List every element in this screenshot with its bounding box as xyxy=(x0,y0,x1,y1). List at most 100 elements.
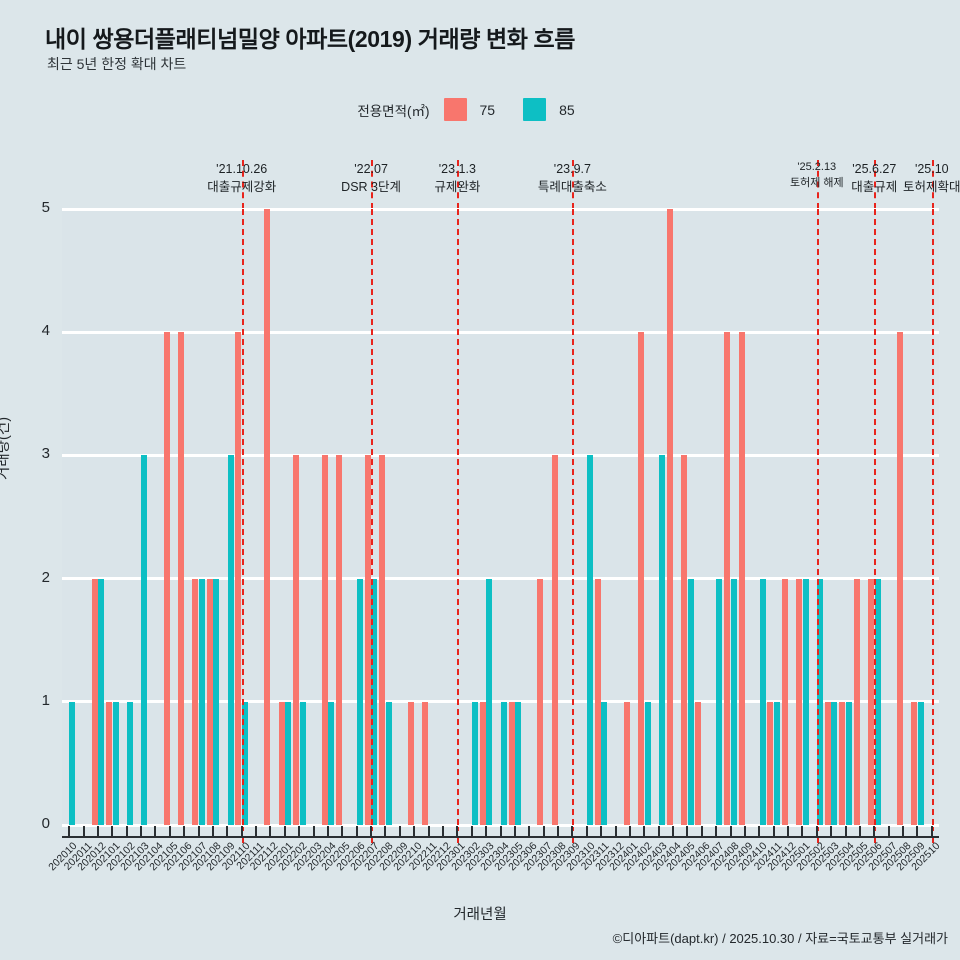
bar-75-202405[interactable] xyxy=(681,455,688,825)
bar-75-202307[interactable] xyxy=(537,578,544,825)
bar-85-202403[interactable] xyxy=(658,455,665,825)
bar-75-202012[interactable] xyxy=(91,578,98,825)
bar-75-202211[interactable] xyxy=(422,701,429,825)
bar-75-202406[interactable] xyxy=(695,701,702,825)
bar-85-202208[interactable] xyxy=(385,701,392,825)
bar-85-202302[interactable] xyxy=(472,701,479,825)
x-axis-tick xyxy=(413,826,416,836)
x-axis-tick xyxy=(183,826,186,836)
bar-75-202207[interactable] xyxy=(364,455,371,825)
bar-75-202108[interactable] xyxy=(206,578,213,825)
event-line-202502 xyxy=(816,209,819,825)
bar-85-202504[interactable] xyxy=(845,701,852,825)
bar-75-202508[interactable] xyxy=(896,332,903,825)
bar-85-202305[interactable] xyxy=(515,701,522,825)
bar-85-202204[interactable] xyxy=(328,701,335,825)
bar-75-202402[interactable] xyxy=(637,332,644,825)
bar-85-202408[interactable] xyxy=(730,578,737,825)
bar-75-202204[interactable] xyxy=(321,455,328,825)
annotation-label: DSR 3단계 xyxy=(341,180,402,195)
x-axis-tick xyxy=(873,826,876,836)
bar-85-202502[interactable] xyxy=(817,578,824,825)
x-axis-tick xyxy=(341,826,344,836)
bar-75-202201[interactable] xyxy=(278,701,285,825)
annotation-202502: '25.2.13 토허제 해제 xyxy=(790,160,844,192)
annotation-date: '23.9.7 xyxy=(553,162,591,176)
bar-85-202206[interactable] xyxy=(357,578,364,825)
x-axis-tick xyxy=(269,826,272,836)
x-axis-title: 거래년월 xyxy=(453,907,507,923)
x-axis-tick xyxy=(96,826,99,836)
bar-75-202503[interactable] xyxy=(824,701,831,825)
y-axis-tick-label: 1 xyxy=(41,691,50,709)
bar-85-202509[interactable] xyxy=(917,701,924,825)
event-line-stub-lower-202309 xyxy=(572,825,575,843)
bar-85-202207[interactable] xyxy=(371,578,378,825)
bar-85-202311[interactable] xyxy=(601,701,608,825)
event-line-stub-202110 xyxy=(241,160,244,209)
bar-85-202108[interactable] xyxy=(213,578,220,825)
x-axis-tick xyxy=(140,826,143,836)
legend-item-85[interactable]: 85 xyxy=(523,98,575,121)
bar-75-202412[interactable] xyxy=(781,578,788,825)
bar-85-202010[interactable] xyxy=(69,701,76,825)
x-axis-tick xyxy=(384,826,387,836)
bar-85-202503[interactable] xyxy=(831,701,838,825)
x-axis-tick xyxy=(542,826,545,836)
bar-75-202107[interactable] xyxy=(192,578,199,825)
bar-85-202102[interactable] xyxy=(126,701,133,825)
x-axis-tick xyxy=(470,826,473,836)
bar-75-202112[interactable] xyxy=(264,209,271,825)
bar-85-202012[interactable] xyxy=(98,578,105,825)
bar-75-202205[interactable] xyxy=(336,455,343,825)
bar-85-202310[interactable] xyxy=(587,455,594,825)
bar-85-202303[interactable] xyxy=(486,578,493,825)
bar-85-202304[interactable] xyxy=(500,701,507,825)
event-line-stub-202309 xyxy=(572,160,575,209)
bar-75-202308[interactable] xyxy=(551,455,558,825)
event-line-stub-lower-202207 xyxy=(371,825,374,843)
bar-75-202208[interactable] xyxy=(379,455,386,825)
bar-75-202408[interactable] xyxy=(724,332,731,825)
bar-75-202110[interactable] xyxy=(235,332,242,825)
bar-75-202106[interactable] xyxy=(177,332,184,825)
bar-85-202405[interactable] xyxy=(687,578,694,825)
bar-85-202407[interactable] xyxy=(716,578,723,825)
bar-75-202501[interactable] xyxy=(796,578,803,825)
bar-85-202107[interactable] xyxy=(198,578,205,825)
bar-75-202401[interactable] xyxy=(623,701,630,825)
bar-75-202202[interactable] xyxy=(292,455,299,825)
bar-75-202505[interactable] xyxy=(853,578,860,825)
bar-75-202210[interactable] xyxy=(407,701,414,825)
bar-75-202506[interactable] xyxy=(868,578,874,825)
annotation-202110: '21.10.26 대출규제강화 xyxy=(207,160,276,196)
bar-85-202506[interactable] xyxy=(874,578,881,825)
bar-85-202411[interactable] xyxy=(773,701,780,825)
bar-75-202305[interactable] xyxy=(508,701,515,825)
bar-85-202101[interactable] xyxy=(112,701,119,825)
event-line-stub-202510 xyxy=(931,160,934,209)
bar-75-202409[interactable] xyxy=(738,332,745,825)
bar-75-202101[interactable] xyxy=(106,701,113,825)
bar-85-202110[interactable] xyxy=(242,701,248,825)
event-line-202110 xyxy=(241,209,244,825)
bar-75-202404[interactable] xyxy=(666,209,673,825)
annotation-label: 특례대출축소 xyxy=(537,180,607,195)
bar-85-202410[interactable] xyxy=(759,578,766,825)
bar-75-202303[interactable] xyxy=(479,701,486,825)
bar-85-202202[interactable] xyxy=(299,701,306,825)
bar-85-202103[interactable] xyxy=(141,455,148,825)
bar-75-202105[interactable] xyxy=(163,332,170,825)
bar-85-202201[interactable] xyxy=(285,701,292,825)
bar-85-202109[interactable] xyxy=(227,455,234,825)
legend-item-75[interactable]: 75 xyxy=(443,98,495,121)
bar-75-202509[interactable] xyxy=(911,701,918,825)
x-axis-tick xyxy=(628,826,631,836)
bar-85-202402[interactable] xyxy=(644,701,651,825)
bar-75-202311[interactable] xyxy=(594,578,601,825)
x-axis-tick xyxy=(571,826,574,836)
x-axis-tick xyxy=(370,826,373,836)
bar-85-202501[interactable] xyxy=(802,578,809,825)
bar-75-202411[interactable] xyxy=(767,701,774,825)
bar-75-202504[interactable] xyxy=(839,701,846,825)
